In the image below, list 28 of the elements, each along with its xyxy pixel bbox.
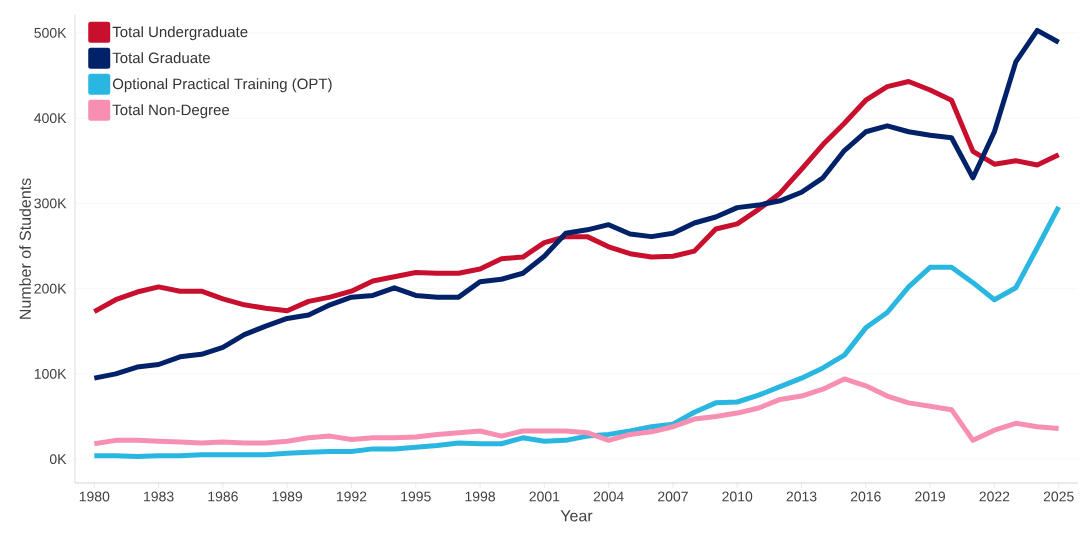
x-tick-label: 2016 — [850, 491, 881, 502]
y-tick-label: 100K — [34, 368, 67, 379]
x-tick-label: 2019 — [915, 491, 945, 502]
x-tick-label: 1992 — [336, 491, 367, 502]
x-tick-label: 1989 — [272, 491, 303, 502]
x-tick-label: 2001 — [529, 491, 560, 502]
x-tick-label: 2010 — [722, 491, 753, 502]
y-tick-label: 500K — [34, 27, 67, 38]
x-tick-label: 1998 — [465, 491, 496, 502]
legend-label: Total Non-Degree — [112, 104, 230, 119]
y-axis-title: Number of Students — [19, 178, 31, 319]
x-tick-label: 1983 — [144, 491, 174, 502]
legend-label: Optional Practical Training (OPT) — [112, 78, 332, 93]
y-tick-label: 400K — [34, 113, 67, 124]
y-tick-label: 0K — [49, 454, 67, 465]
x-tick-label: 1995 — [401, 491, 431, 502]
x-axis-title: Year — [560, 510, 593, 522]
y-tick-label: 200K — [34, 283, 67, 294]
x-tick-label: 2022 — [979, 491, 1010, 502]
legend-label: Total Graduate — [112, 52, 210, 64]
x-tick-label: 2025 — [1043, 491, 1074, 502]
x-tick-label: 2013 — [786, 491, 817, 502]
legend-label: Total Undergraduate — [112, 26, 248, 41]
y-tick-label: 300K — [34, 198, 67, 209]
x-tick-label: 1986 — [208, 491, 238, 502]
x-tick-label: 1980 — [79, 491, 110, 502]
x-tick-label: 2007 — [658, 491, 688, 502]
x-tick-label: 2004 — [593, 491, 624, 502]
